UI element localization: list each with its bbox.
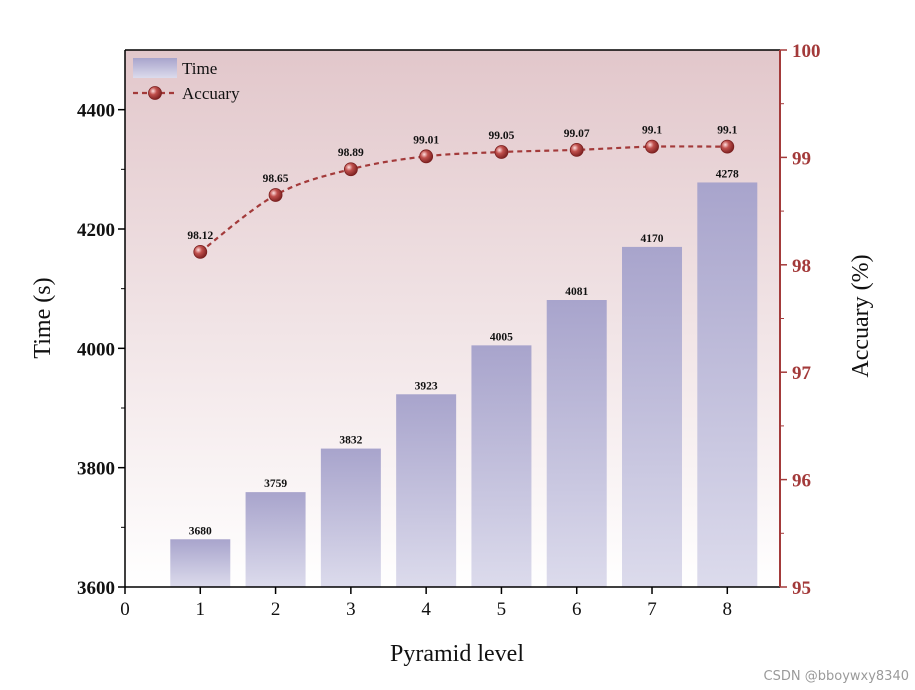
y-left-tick-label: 4000 — [77, 339, 115, 360]
accuracy-point-label: 99.07 — [564, 128, 590, 140]
time-bar-label: 3923 — [415, 380, 438, 392]
time-bar-label: 4081 — [565, 286, 588, 298]
accuracy-point — [193, 245, 208, 259]
x-axis-title: Pyramid level — [390, 641, 524, 667]
time-bar — [170, 539, 231, 587]
time-bar — [471, 345, 532, 587]
accuracy-point — [645, 139, 659, 154]
x-tick-label: 5 — [497, 599, 507, 620]
legend-time-label: Time — [182, 59, 217, 78]
y-left-tick-label: 4200 — [77, 220, 115, 241]
y-left-tick-label: 4400 — [77, 101, 115, 122]
time-bar — [697, 182, 758, 587]
time-bar — [546, 300, 607, 587]
time-bar-label: 3680 — [189, 525, 212, 537]
y-right-tick-label: 96 — [792, 471, 811, 492]
time-bar — [245, 492, 306, 587]
x-tick-label: 6 — [572, 599, 582, 620]
accuracy-point-label: 99.1 — [642, 125, 662, 137]
time-bar — [320, 448, 381, 587]
accuracy-point — [343, 162, 358, 177]
y-right-tick-label: 95 — [792, 578, 811, 599]
time-bar-label: 4278 — [716, 168, 739, 180]
accuracy-point-label: 98.65 — [263, 173, 289, 185]
x-tick-label: 4 — [421, 599, 431, 620]
y-axis-left-title: Time (s) — [30, 277, 56, 358]
axes-layer: 3600 3800 4000 4200 4400 95 96 97 98 99 100 0 1 2 3 4 5 6… — [77, 41, 821, 620]
time-bar — [396, 394, 457, 587]
accuracy-point-label: 99.1 — [717, 125, 737, 137]
x-tick-label: 0 — [120, 599, 130, 620]
x-tick-label: 7 — [647, 599, 657, 620]
accuracy-point — [720, 139, 735, 154]
y-axis-right-title: Accuary (%) — [848, 254, 874, 377]
time-bar-label: 3832 — [339, 435, 362, 447]
time-bar — [622, 246, 683, 587]
y-right-tick-label: 100 — [792, 41, 821, 62]
legend-accuracy-marker — [148, 86, 162, 100]
bars-layer: 3680 3759 3832 3923 4005 4081 4170 4278 — [170, 168, 758, 587]
x-tick-label: 8 — [723, 599, 733, 620]
y-right-tick-label: 97 — [792, 363, 812, 384]
x-tick-label: 3 — [346, 599, 356, 620]
accuracy-point — [268, 188, 283, 202]
x-tick-label: 1 — [196, 599, 206, 620]
accuracy-line-layer: 98.12 98.65 98.89 99.01 99.05 99.07 99.1 99.1 — [187, 125, 738, 259]
accuracy-point — [494, 145, 509, 159]
time-bar-label: 4170 — [641, 233, 664, 245]
accuracy-point-label: 98.12 — [187, 230, 213, 242]
time-bar-label: 4005 — [490, 331, 513, 343]
legend-time-swatch — [133, 58, 177, 78]
accuracy-point-label: 99.01 — [413, 134, 439, 146]
time-bar-label: 3759 — [264, 478, 287, 490]
legend: Time Accuary — [133, 58, 240, 103]
accuracy-point-label: 99.05 — [488, 130, 514, 142]
y-left-tick-label: 3800 — [77, 459, 115, 480]
legend-accuracy-label: Accuary — [182, 84, 240, 103]
y-right-tick-label: 98 — [792, 256, 811, 277]
accuracy-point — [569, 142, 584, 157]
watermark: CSDN @bboywxy8340 — [763, 669, 909, 684]
x-tick-label: 2 — [271, 599, 281, 620]
accuracy-point — [419, 149, 434, 164]
y-left-tick-label: 3600 — [77, 578, 115, 599]
y-right-tick-label: 99 — [792, 148, 811, 169]
accuracy-point-label: 98.89 — [338, 147, 364, 159]
